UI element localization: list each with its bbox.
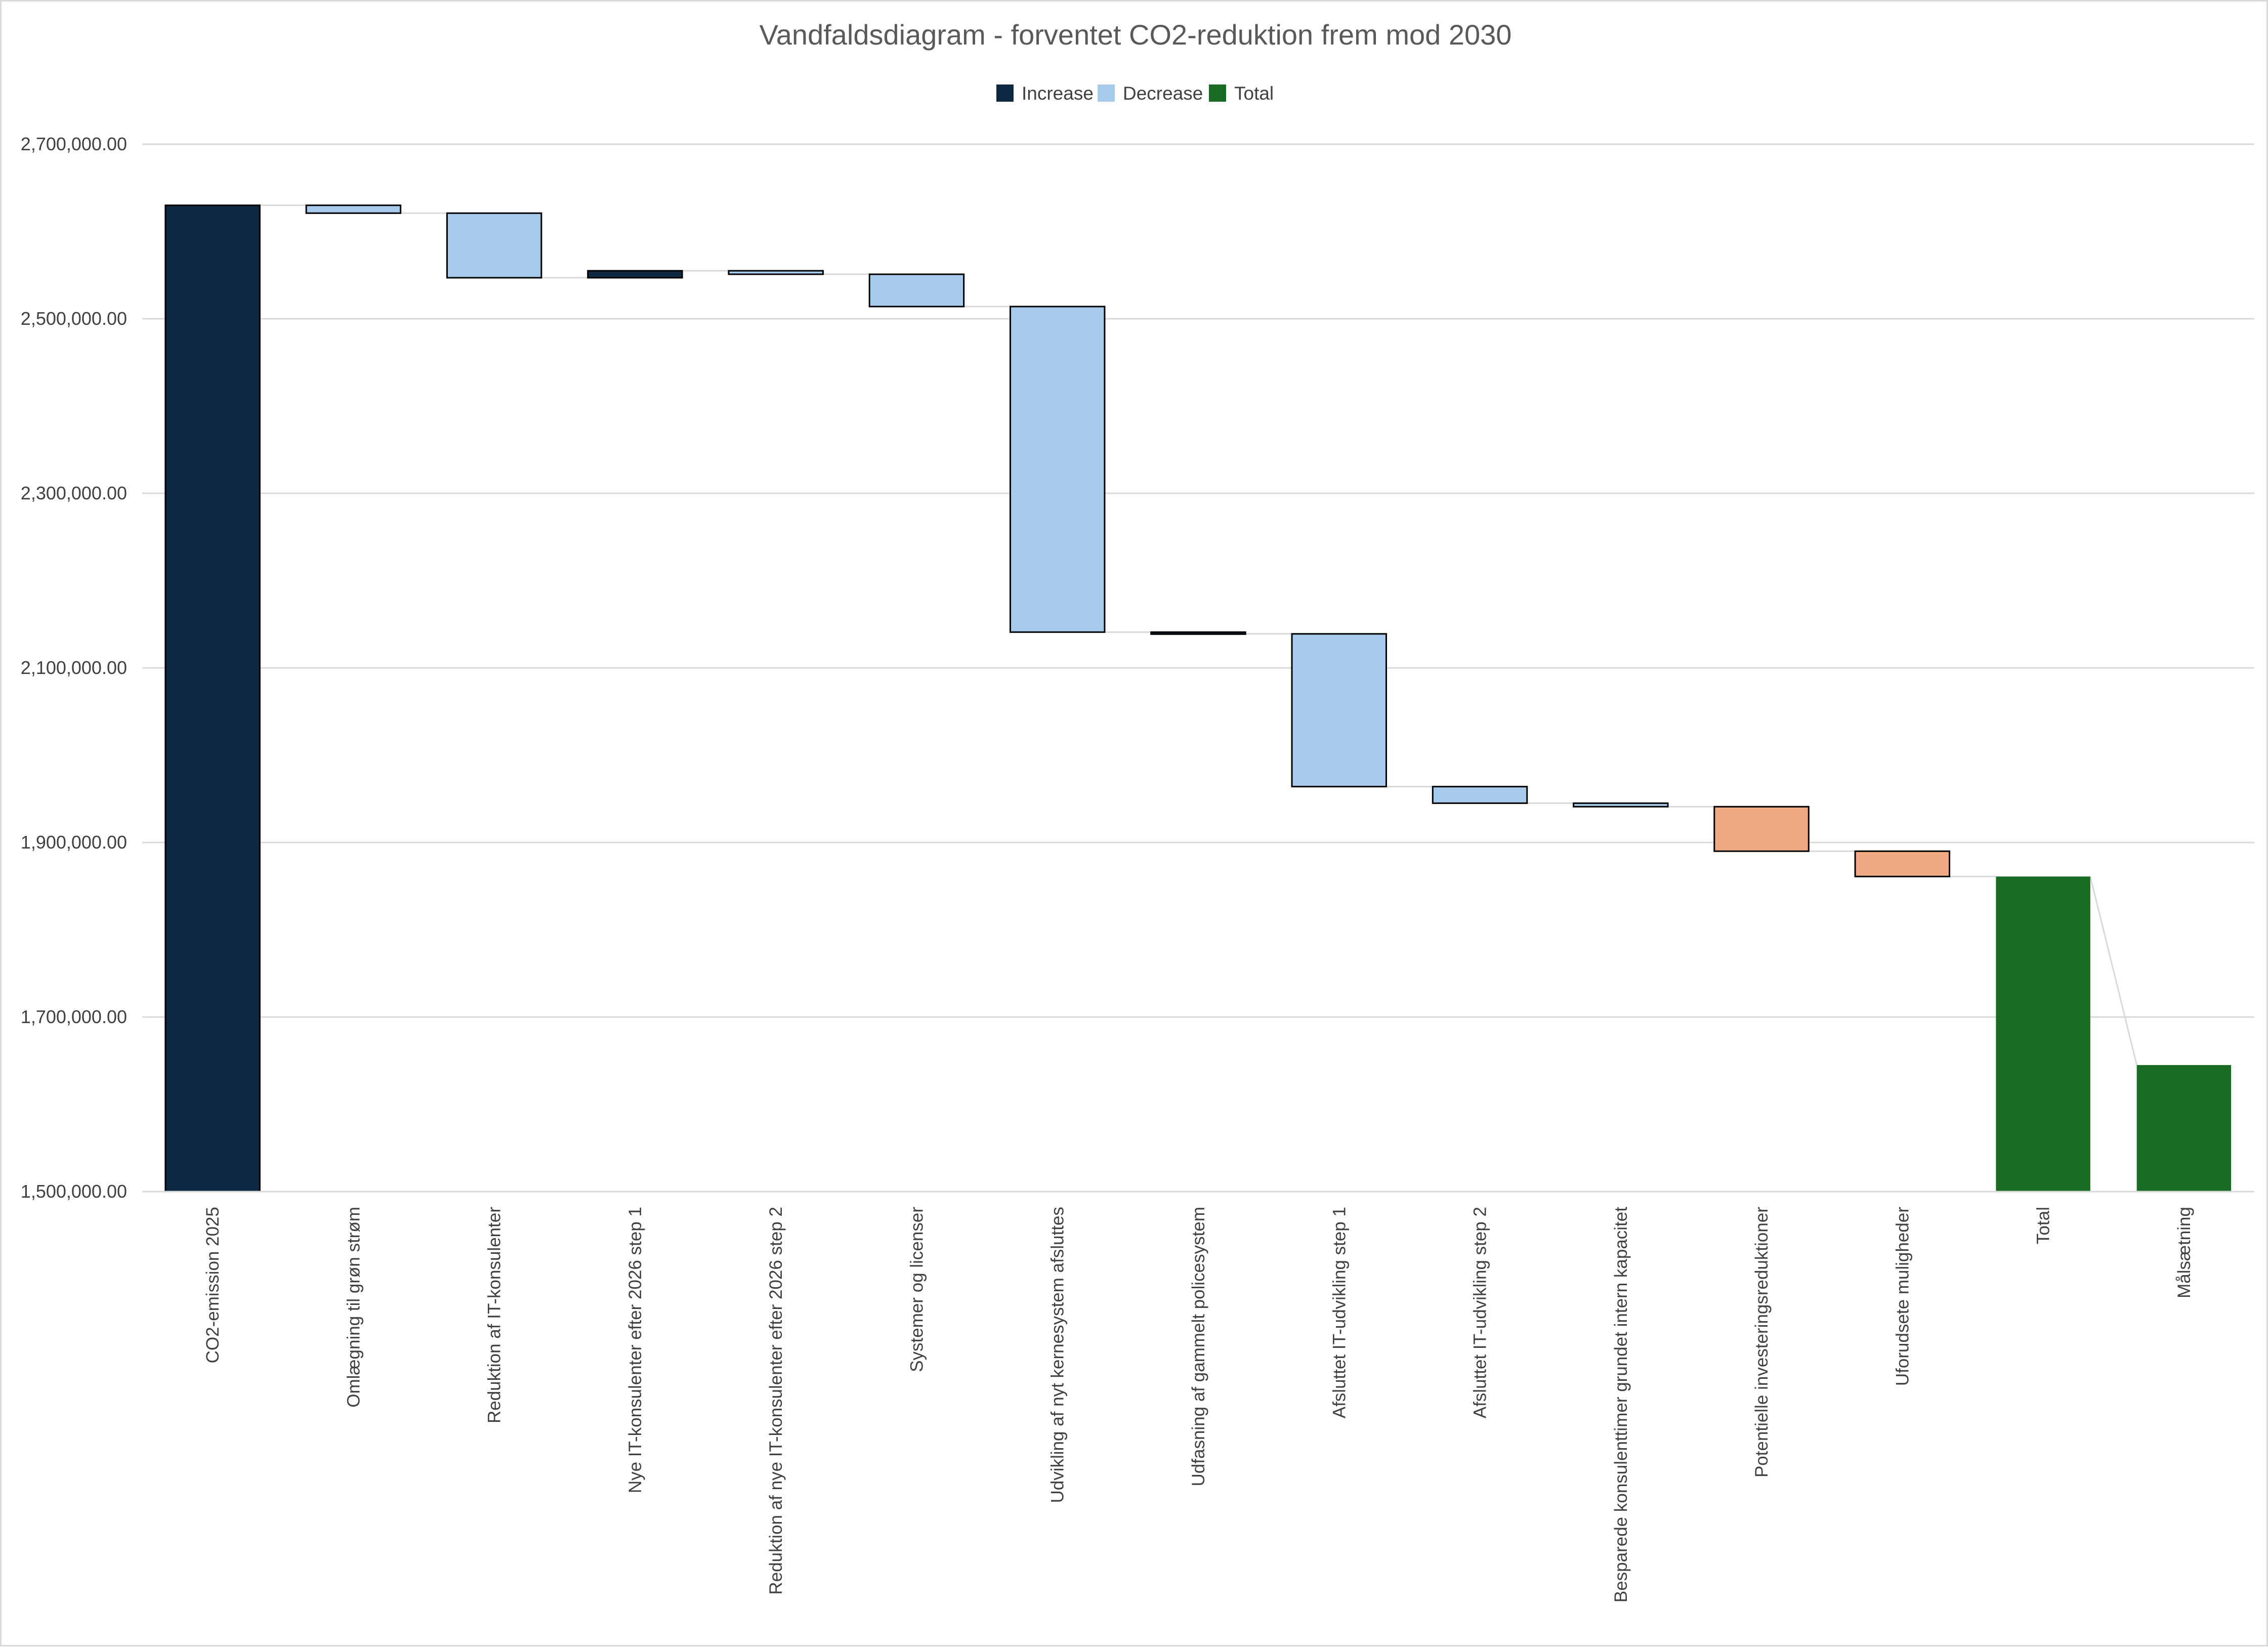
- x-tick-label: Målsætning: [2174, 1207, 2194, 1298]
- y-tick-label: 1,700,000.00: [21, 1006, 127, 1027]
- bar: [1010, 306, 1106, 633]
- bar: [1713, 806, 1810, 852]
- y-tick-label: 2,500,000.00: [21, 308, 127, 329]
- bar: [305, 204, 402, 214]
- x-tick-label: CO2-emission 2025: [203, 1207, 223, 1363]
- bar: [1573, 802, 1669, 808]
- connector-lines: [260, 204, 2138, 1066]
- legend-swatch-total: [1209, 84, 1226, 102]
- y-axis: 1,500,000.00 1,700,000.00 1,900,000.00 2,10…: [21, 134, 127, 1202]
- x-tick-label: Reduktion af nye IT-konsulenter efter 20…: [766, 1207, 786, 1595]
- legend-label-increase: Increase: [1022, 83, 1094, 104]
- bar: [587, 270, 683, 279]
- bars: [164, 204, 2232, 1193]
- x-tick-label: Afsluttet IT-udvikling step 1: [1329, 1207, 1349, 1418]
- x-tick-label: Omlægning til grøn strøm: [344, 1207, 363, 1408]
- x-tick-label: Systemer og licenser: [907, 1207, 927, 1372]
- x-tick-label: Udvikling af nyt kernesystem afsluttes: [1048, 1207, 1068, 1503]
- bar: [1432, 786, 1528, 804]
- x-tick-label: Total: [2034, 1207, 2053, 1244]
- legend-swatch-increase: [996, 84, 1014, 102]
- x-tick-label: Udfasning af gammelt policesystem: [1189, 1207, 1208, 1486]
- bar: [164, 204, 261, 1193]
- bar: [728, 270, 824, 275]
- bar: [2136, 1065, 2232, 1192]
- chart-title: Vandfaldsdiagram - forventet CO2-redukti…: [760, 19, 1512, 51]
- x-axis: CO2-emission 2025 Omlægning til grøn strø…: [142, 1191, 2254, 1602]
- x-tick-label: Potentielle investeringsreduktioner: [1752, 1207, 1772, 1477]
- bar: [868, 273, 965, 308]
- y-tick-label: 1,900,000.00: [21, 832, 127, 853]
- y-tick-label: 2,300,000.00: [21, 483, 127, 503]
- x-tick-label: Besparede konsulenttimer grundet intern …: [1611, 1207, 1631, 1602]
- x-tick-label: Reduktion af IT-konsulenter: [485, 1207, 505, 1423]
- x-tick-label: Afsluttet IT-udvikling step 2: [1471, 1207, 1490, 1418]
- x-tick-label: Nye IT-konsulenter efter 2026 step 1: [625, 1207, 645, 1493]
- bar: [446, 212, 542, 279]
- legend-label-decrease: Decrease: [1123, 83, 1203, 104]
- bar: [1996, 876, 2090, 1192]
- legend: Increase Decrease Total: [996, 83, 1274, 104]
- y-tick-label: 2,700,000.00: [21, 134, 127, 154]
- gridlines: [142, 143, 2254, 1193]
- y-tick-label: 2,100,000.00: [21, 657, 127, 678]
- y-tick-label: 1,500,000.00: [21, 1181, 127, 1202]
- legend-swatch-decrease: [1098, 84, 1115, 102]
- connector-line: [2089, 876, 2138, 1066]
- legend-label-total: Total: [1234, 83, 1274, 104]
- x-tick-label: Uforudsete muligheder: [1893, 1207, 1912, 1386]
- bar: [1291, 633, 1387, 788]
- bar: [1150, 631, 1246, 635]
- bar: [1854, 850, 1951, 877]
